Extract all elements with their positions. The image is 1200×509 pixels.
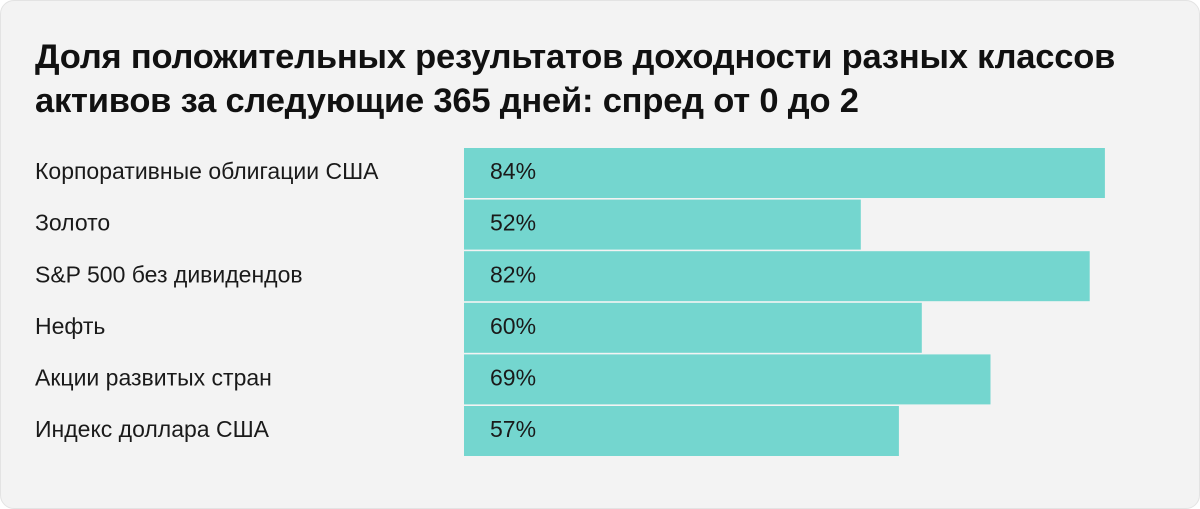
category-label: Индекс доллара США [35,416,270,442]
value-label: 52% [490,210,536,236]
bar [464,302,922,353]
value-label: 84% [490,158,536,184]
value-label: 69% [490,364,536,390]
value-label: 82% [490,261,536,287]
bars-group: Корпоративные облигации США 84% Золото 52% S… [35,148,1105,456]
chart-title: Доля положительных результатов доходност… [35,38,1116,120]
bar [464,148,1105,198]
value-label: 60% [490,313,536,339]
category-label: Золото [35,210,110,236]
bar [464,406,899,456]
category-label: S&P 500 без дивидендов [35,261,303,287]
value-label: 57% [490,416,536,442]
category-label: Акции развитых стран [35,364,272,390]
category-label: Корпоративные облигации США [35,158,379,184]
bar [464,251,1090,302]
bar [464,354,991,405]
category-label: Нефть [35,313,105,339]
bar [464,199,861,250]
